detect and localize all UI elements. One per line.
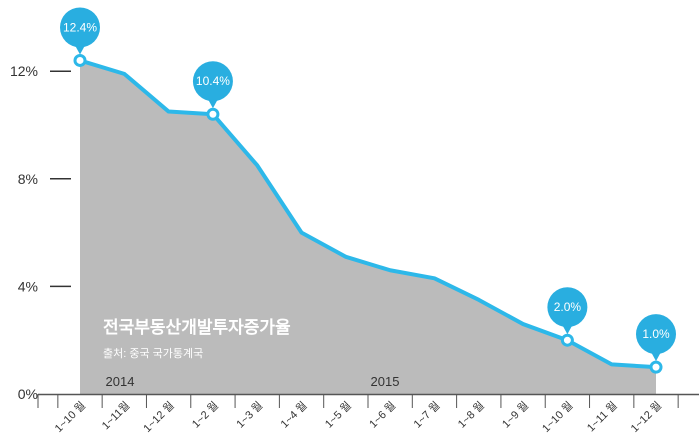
data-point-marker: [206, 107, 220, 121]
data-point-marker: [560, 333, 574, 347]
callout: 10.4%: [192, 61, 233, 121]
x-tick-label: 1~7 월: [411, 399, 443, 431]
x-tick-label: 1~5 월: [322, 399, 354, 431]
area-fill: [80, 60, 656, 394]
x-tick-label: 1~6 월: [367, 399, 399, 431]
y-axis: 0% 4% 8% 12%: [10, 63, 71, 402]
data-point-marker: [649, 360, 663, 374]
data-label: 10.4%: [196, 74, 230, 88]
callout: 1.0%: [636, 314, 676, 374]
year-label: 2014: [106, 374, 135, 389]
chart-source: 출처: 중국 국가통계국: [103, 347, 203, 360]
chart-title: 전국부동산개발투자증가율: [103, 318, 291, 337]
area-layer: [80, 60, 656, 394]
x-tick-label: 1~4 월: [278, 399, 310, 431]
x-tick-label: 1~3 월: [234, 399, 266, 431]
x-tick-label: 1~9 월: [499, 399, 531, 431]
y-tick-label: 12%: [10, 63, 38, 79]
callout-bubble: [60, 7, 100, 48]
year-label: 2015: [371, 374, 400, 389]
data-point-marker: [73, 53, 87, 67]
x-axis: 1~10 월 1~11월 1~12 월 1~2 월 1~3 월 1~4 월 1~5 월 1~6…: [37, 394, 679, 435]
callout: 12.4%: [60, 7, 100, 67]
y-tick-label: 8%: [18, 171, 38, 187]
x-tick-label: 1~8 월: [455, 399, 487, 431]
data-label: 2.0%: [554, 300, 582, 314]
line-layer: [79, 58, 657, 370]
x-tick-label: 1~2 월: [189, 399, 221, 431]
y-tick-label: 4%: [18, 278, 38, 294]
data-label: 1.0%: [642, 327, 670, 341]
callout-bubble: [192, 61, 233, 102]
callout-bubble: [636, 314, 676, 355]
y-tick-label: 0%: [18, 386, 38, 402]
data-label: 12.4%: [63, 20, 97, 34]
callout-bubble: [547, 287, 588, 328]
callout-layer: 12.4% 10.4% 2.0% 1.0%: [60, 7, 676, 374]
callout: 2.0%: [547, 287, 588, 347]
x-tick-label: 1~11월: [99, 399, 132, 432]
series-line: [79, 58, 657, 370]
year-labels: 2014 2015: [106, 374, 400, 389]
